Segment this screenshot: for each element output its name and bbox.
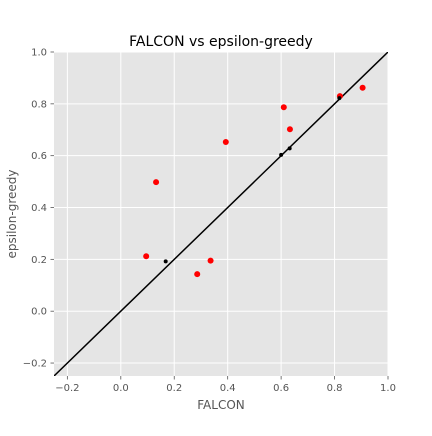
grid-lines <box>54 51 389 376</box>
y-tick-labels: −0.2 0.0 0.2 0.4 0.6 0.8 1.0 <box>23 48 54 370</box>
y-tick-label: 0.4 <box>31 203 47 214</box>
x-tick-label: 1.0 <box>380 383 396 394</box>
y-tick-label: −0.2 <box>23 359 47 370</box>
red-data-point <box>143 253 150 260</box>
x-tick-label: 0.6 <box>273 383 289 394</box>
reference-line <box>54 52 388 376</box>
black-data-point <box>279 152 284 157</box>
plot-content <box>54 52 388 376</box>
y-tick-label: 1.0 <box>31 48 47 59</box>
x-tick-label: −0.2 <box>55 383 79 394</box>
black-data-point <box>337 96 342 101</box>
red-data-point <box>280 104 287 111</box>
x-tick-label: 0.8 <box>327 383 343 394</box>
red-data-point <box>194 271 201 278</box>
black-data-point <box>163 259 168 264</box>
y-tick-label: 0.8 <box>31 99 47 110</box>
red-data-point <box>359 84 366 91</box>
y-tick-label: 0.0 <box>31 307 47 318</box>
red-data-point <box>222 138 229 145</box>
x-axis-label: FALCON <box>197 398 245 412</box>
y-tick-label: 0.2 <box>31 255 47 266</box>
x-tick-label: 0.0 <box>113 383 129 394</box>
chart-title: FALCON vs epsilon-greedy <box>129 34 313 50</box>
red-data-point <box>286 126 293 133</box>
red-data-point <box>207 257 214 264</box>
black-data-point <box>287 146 292 151</box>
y-tick-label: 0.6 <box>31 151 47 162</box>
x-tick-labels: −0.2 0.0 0.2 0.4 0.6 0.8 1.0 <box>55 376 396 394</box>
x-tick-label: 0.4 <box>220 383 236 394</box>
data-points <box>143 84 366 278</box>
red-data-point <box>153 179 160 186</box>
x-tick-label: 0.2 <box>166 383 182 394</box>
y-axis-label: epsilon-greedy <box>5 170 19 259</box>
